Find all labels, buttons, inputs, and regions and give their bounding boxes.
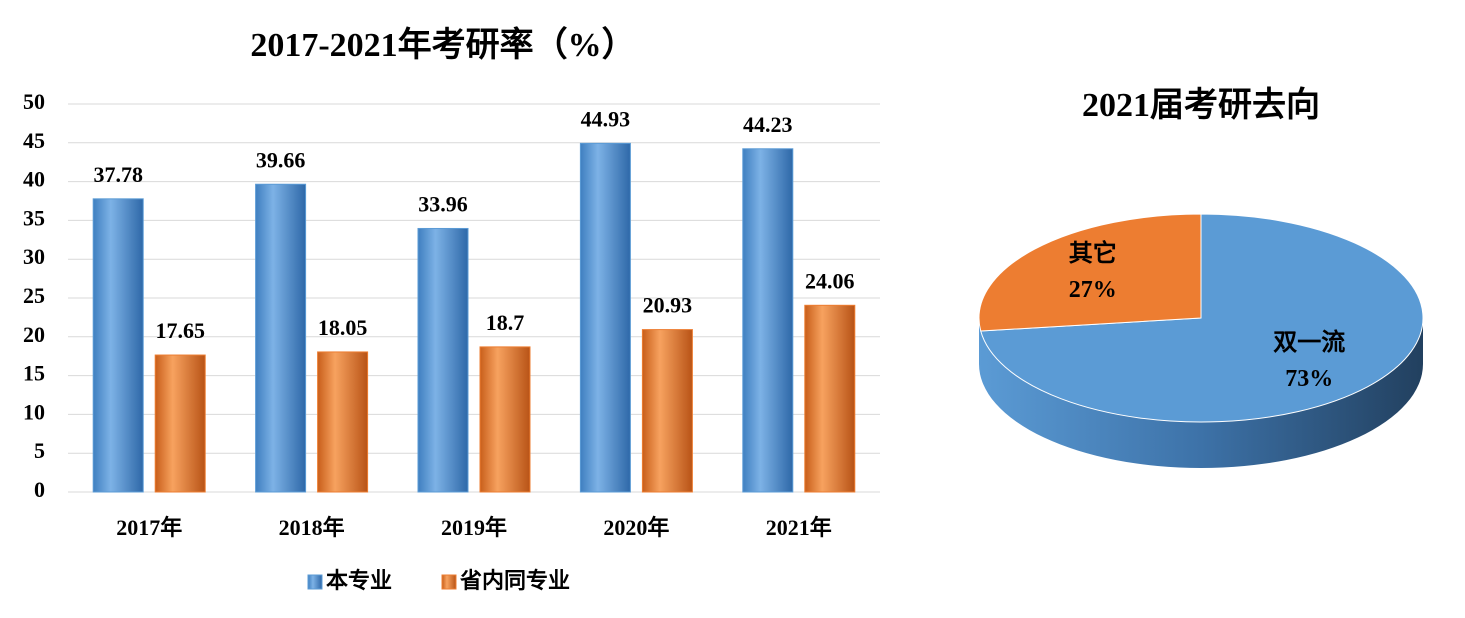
y-tick-label: 25 bbox=[23, 283, 45, 308]
y-tick-label: 30 bbox=[23, 244, 45, 269]
data-label: 37.78 bbox=[93, 162, 143, 187]
y-tick-label: 15 bbox=[23, 361, 45, 386]
data-label: 17.65 bbox=[155, 318, 205, 343]
pie-slice bbox=[980, 213, 1424, 423]
bar bbox=[154, 354, 206, 493]
bar bbox=[255, 183, 307, 493]
slice-label: 73% bbox=[1285, 366, 1333, 392]
y-tick-label: 20 bbox=[23, 322, 45, 347]
bar bbox=[579, 142, 631, 493]
bar bbox=[641, 329, 693, 493]
x-tick-label: 2021年 bbox=[766, 515, 832, 540]
data-label: 18.05 bbox=[318, 315, 368, 340]
slice-label: 27% bbox=[1069, 277, 1117, 303]
bar bbox=[479, 346, 531, 493]
y-tick-label: 40 bbox=[23, 167, 45, 192]
y-tick-label: 45 bbox=[23, 128, 45, 153]
x-tick-label: 2020年 bbox=[603, 515, 669, 540]
data-label: 39.66 bbox=[256, 147, 306, 172]
y-tick-label: 10 bbox=[23, 399, 45, 424]
data-label: 18.7 bbox=[486, 310, 525, 335]
data-label: 20.93 bbox=[643, 293, 693, 318]
bar bbox=[317, 351, 369, 493]
x-tick-label: 2019年 bbox=[441, 515, 507, 540]
legend-swatch bbox=[441, 574, 457, 590]
x-tick-label: 2017年 bbox=[116, 515, 182, 540]
slice-name: 其它 bbox=[1069, 239, 1117, 267]
data-label: 44.23 bbox=[743, 112, 793, 137]
y-tick-label: 35 bbox=[23, 205, 45, 230]
bar bbox=[804, 304, 856, 493]
y-tick-label: 50 bbox=[23, 89, 45, 114]
bar bbox=[417, 227, 469, 493]
pie-slice bbox=[978, 213, 1202, 332]
data-label: 24.06 bbox=[805, 268, 855, 293]
y-tick-label: 0 bbox=[34, 477, 45, 502]
chart-title: 2021届考研去向 bbox=[1082, 86, 1320, 124]
x-tick-label: 2018年 bbox=[279, 515, 345, 540]
bar bbox=[742, 148, 794, 493]
legend-swatch bbox=[307, 574, 323, 590]
pie-side bbox=[979, 318, 1423, 468]
chart-title: 2017-2021年考研率（%） bbox=[250, 25, 635, 64]
legend-label: 省内同专业 bbox=[459, 568, 570, 593]
data-label: 44.93 bbox=[581, 106, 631, 131]
bar bbox=[92, 198, 144, 493]
legend-label: 本专业 bbox=[326, 568, 392, 593]
slice-name: 双一流 bbox=[1273, 329, 1345, 356]
data-label: 33.96 bbox=[418, 192, 468, 217]
y-tick-label: 5 bbox=[34, 438, 45, 463]
